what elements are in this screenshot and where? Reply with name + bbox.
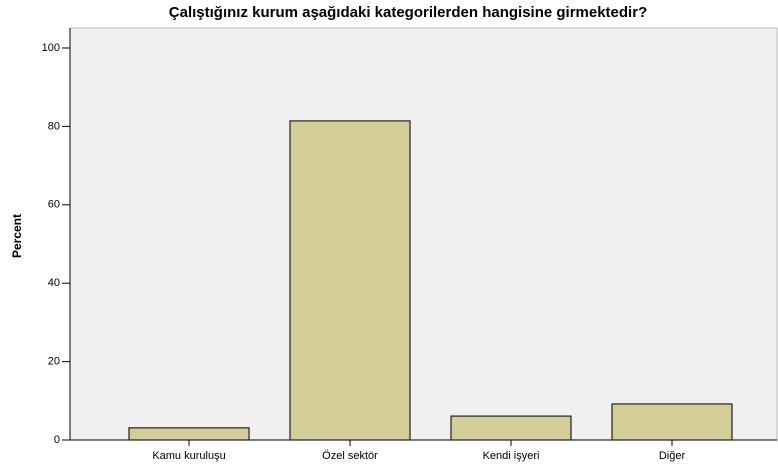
plot-area	[69, 27, 778, 441]
y-tick-label: 80	[48, 120, 60, 132]
x-tick-label: Özel sektör	[322, 450, 378, 462]
x-tick-label: Kendi işyeri	[483, 450, 540, 462]
bar	[289, 120, 411, 441]
y-tick-label: 100	[42, 42, 60, 54]
bar	[611, 403, 733, 441]
y-tick-label: 40	[48, 277, 60, 289]
chart-title: Çalıştığınız kurum aşağıdaki kategoriler…	[169, 4, 647, 21]
bar	[128, 427, 250, 441]
x-tick-label: Kamu kuruluşu	[152, 450, 225, 462]
y-axis-label: Percent	[10, 214, 24, 258]
x-tick-label: Diğer	[659, 450, 686, 462]
y-tick-label: 0	[54, 434, 60, 446]
y-tick-label: 60	[48, 199, 60, 211]
bar	[450, 415, 572, 441]
y-tick-label: 20	[48, 356, 60, 368]
